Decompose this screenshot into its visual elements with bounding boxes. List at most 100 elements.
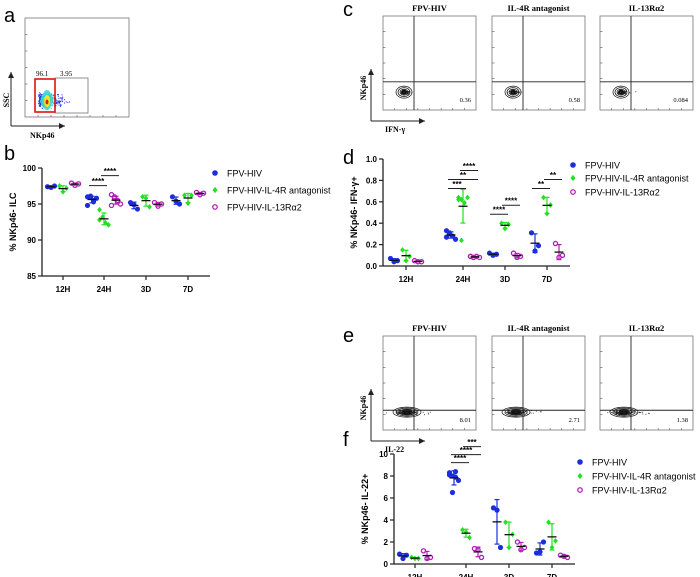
- event-dot: [625, 91, 627, 93]
- event-dot: [625, 91, 627, 92]
- data-point-il4r: [465, 194, 470, 201]
- contour: [609, 406, 639, 418]
- event-dot: [648, 412, 649, 414]
- legend-item-il13: FPV-HIV-IL-13Rα2: [577, 486, 667, 496]
- event-dot: [513, 91, 515, 93]
- y-axis-label: % NKp46- IFN-γ+: [349, 176, 359, 248]
- flow-plot-title: FPV-HIV: [412, 3, 448, 13]
- event-dot: [514, 94, 516, 95]
- data-point-il13: [514, 539, 521, 545]
- event-dot: [38, 100, 40, 102]
- event-dot: [39, 104, 41, 106]
- data-point-il4r: [541, 194, 546, 201]
- significance-label: ****: [460, 446, 473, 455]
- event-dot: [39, 102, 41, 104]
- significance-label: ***: [452, 180, 462, 189]
- event-dot: [427, 413, 429, 415]
- event-dot: [62, 97, 64, 99]
- legend-label: FPV-HIV-IL-13Rα2: [585, 188, 660, 198]
- event-dot: [635, 412, 637, 414]
- event-dot: [508, 411, 510, 413]
- event-dot: [540, 411, 542, 413]
- data-point-il4r: [462, 200, 467, 206]
- event-dot: [61, 99, 63, 101]
- event-dot: [38, 94, 40, 96]
- event-dot: [62, 101, 64, 103]
- data-point-hiv: [537, 549, 543, 555]
- event-dot: [52, 95, 54, 97]
- event-dot: [524, 410, 526, 412]
- event-dot: [400, 411, 402, 412]
- event-dot: [510, 411, 511, 413]
- event-dot: [416, 410, 418, 412]
- event-dot: [41, 95, 43, 97]
- event-dot: [415, 413, 417, 414]
- data-point-il4r: [147, 204, 152, 210]
- contour: [395, 407, 419, 417]
- event-dot: [39, 94, 41, 96]
- event-dot: [406, 91, 408, 93]
- data-point-il4r: [185, 200, 191, 207]
- panel-e-flow-plots: FPV-HIV 8.01 IL-4R antagonist 2.71 IL-13Rα2 1…: [359, 323, 694, 454]
- data-point-hiv: [169, 194, 176, 200]
- gate-neg-percent: 96.1: [36, 70, 49, 78]
- panel-letter-e: e: [343, 325, 354, 347]
- y-tick-label: 8: [384, 472, 389, 481]
- data-point-il13: [517, 253, 524, 260]
- event-dot: [41, 104, 43, 106]
- event-dot: [617, 412, 619, 414]
- arrow-right-icon: [59, 123, 65, 129]
- event-dot: [645, 413, 647, 415]
- contour: [615, 408, 633, 416]
- event-dot: [506, 411, 508, 413]
- y-tick-label: 10: [379, 450, 388, 459]
- event-dot: [617, 411, 619, 413]
- contour: [616, 88, 626, 96]
- data-point-il4r: [143, 195, 149, 202]
- event-dot: [41, 94, 42, 96]
- contour: [398, 408, 416, 416]
- event-dot: [41, 107, 43, 109]
- event-dot: [617, 93, 619, 95]
- x-tick-label: 3D: [504, 573, 514, 577]
- data-point-hiv: [51, 183, 58, 189]
- x-tick-label: 12H: [56, 285, 71, 294]
- density-peak: [45, 99, 49, 105]
- plot-frame: [382, 15, 477, 111]
- data-point-il13: [478, 554, 485, 561]
- y-tick-label: 6: [384, 494, 389, 503]
- event-dot: [39, 101, 41, 103]
- chart-f: 0 2 4 6 8 10 12H 24H 3D 7D % NKp46- IL-22+ ********…: [360, 438, 696, 577]
- data-point-hiv: [455, 477, 462, 483]
- event-dot: [62, 96, 64, 98]
- data-point-il4r: [544, 210, 550, 217]
- event-dot: [406, 411, 408, 413]
- event-dot: [429, 411, 431, 413]
- legend-marker-il13: [570, 189, 576, 195]
- event-dot: [60, 101, 61, 102]
- event-dot: [422, 411, 424, 413]
- contour: [612, 85, 630, 99]
- data-point-hiv: [497, 544, 504, 551]
- event-dot: [517, 91, 519, 93]
- legend-label: FPV-HIV: [592, 458, 627, 468]
- event-dot: [642, 413, 644, 415]
- event-dot: [40, 93, 41, 95]
- event-dot: [57, 95, 59, 97]
- event-dot: [56, 100, 58, 102]
- event-dot: [614, 413, 616, 415]
- data-point-hiv: [532, 248, 538, 254]
- panel-letter-b: b: [4, 143, 15, 165]
- event-dot: [40, 98, 42, 100]
- event-dot: [52, 100, 54, 102]
- event-dot: [58, 100, 60, 102]
- legend-label: FPV-HIV-IL-13Rα2: [227, 203, 302, 213]
- event-dot: [60, 98, 62, 100]
- event-dot: [628, 411, 630, 413]
- y-axis-label: NKp46: [359, 396, 368, 420]
- event-dot: [41, 97, 42, 99]
- event-dot: [38, 95, 40, 97]
- event-dot: [407, 93, 409, 95]
- x-tick-label: 12H: [408, 573, 423, 577]
